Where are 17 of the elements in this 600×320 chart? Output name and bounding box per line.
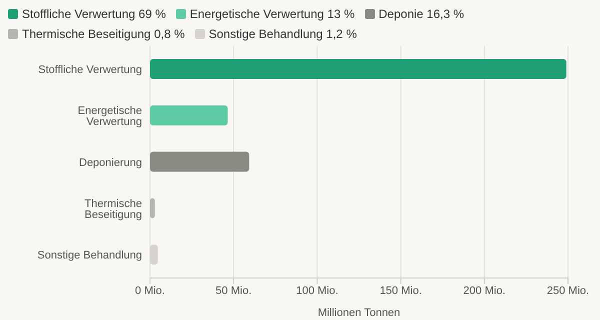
legend-label: Sonstige Behandlung 1,2 % — [208, 27, 357, 41]
y-tick-label: Sonstige Behandlung — [37, 250, 142, 262]
x-tick-label: 50 Mio. — [216, 284, 252, 297]
legend-label: Energetische Verwertung 13 % — [190, 7, 355, 21]
x-axis-title: Millionen Tonnen — [318, 307, 400, 319]
x-tick-label: 250 Mio. — [546, 284, 590, 297]
x-tick-label: 100 Mio. — [296, 284, 338, 297]
y-tick-label: Stoffliche Verwertung — [38, 64, 142, 76]
x-tick-label: 150 Mio. — [380, 284, 422, 297]
y-tick-label: Deponierung — [79, 156, 142, 169]
legend-label: Thermische Beseitigung 0,8 % — [22, 27, 185, 41]
x-tick-label: 0 Mio. — [135, 284, 165, 297]
y-tick-label: Energetische Verwertung — [78, 105, 142, 128]
y-tick-label: Thermische Beseitigung — [84, 198, 142, 221]
legend-label: Stoffliche Verwertung 69 % — [22, 7, 166, 21]
x-tick-label: 200 Mio. — [463, 284, 506, 297]
legend-label: Deponie 16,3 % — [378, 7, 464, 21]
